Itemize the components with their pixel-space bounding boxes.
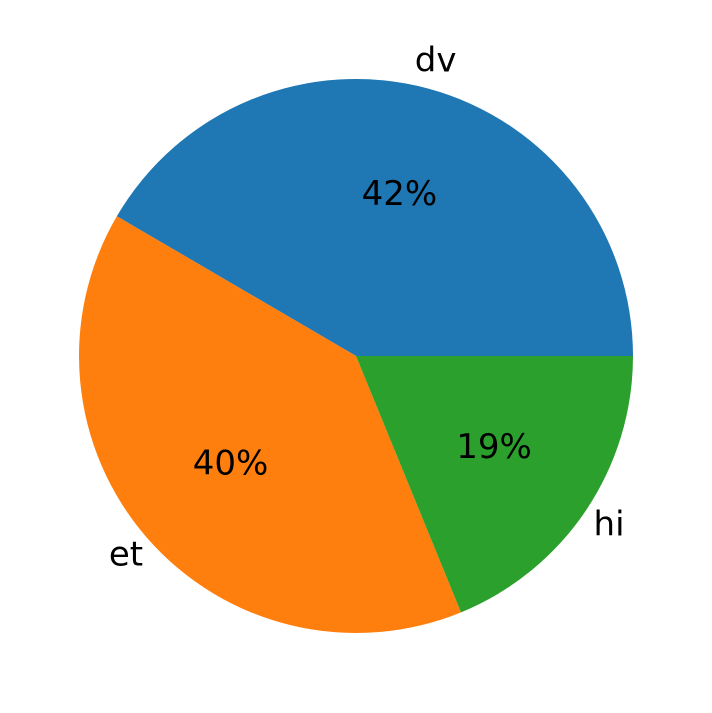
pie-slice [116, 79, 633, 357]
pie-slice [356, 356, 633, 613]
value-label: 40% [193, 444, 269, 484]
value-label: 19% [456, 427, 532, 467]
pie-slice [79, 216, 462, 633]
slice-label: hi [594, 504, 625, 544]
slice-label: et [109, 534, 143, 574]
slice-label: dv [415, 40, 457, 80]
value-label: 42% [362, 174, 438, 214]
